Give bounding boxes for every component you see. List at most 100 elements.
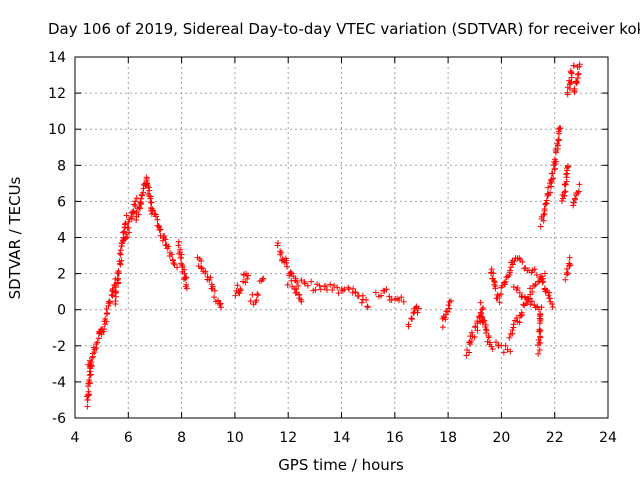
data-point: [542, 288, 549, 295]
data-point: [123, 212, 130, 219]
data-point: [571, 195, 578, 202]
data-point: [489, 345, 496, 352]
data-point: [217, 304, 224, 311]
data-point: [529, 288, 536, 295]
data-point: [322, 283, 329, 290]
data-point: [446, 305, 453, 312]
data-point: [485, 332, 492, 339]
data-point: [317, 286, 324, 293]
data-point: [181, 266, 188, 273]
data-point: [509, 330, 516, 337]
data-point: [128, 215, 135, 222]
data-point: [287, 269, 294, 276]
data-point: [126, 229, 133, 236]
data-point: [527, 285, 534, 292]
data-point: [540, 217, 547, 224]
data-point: [147, 195, 154, 202]
data-point: [116, 250, 123, 257]
data-point: [496, 299, 503, 306]
data-point: [109, 292, 116, 299]
data-point: [254, 290, 261, 297]
data-point: [132, 198, 139, 205]
data-point: [168, 251, 175, 258]
data-point: [502, 342, 509, 349]
data-point: [170, 260, 177, 267]
data-point: [502, 278, 509, 285]
data-point: [517, 312, 524, 319]
data-point: [408, 315, 415, 322]
data-point: [412, 304, 419, 311]
data-point: [314, 281, 320, 288]
data-point: [576, 181, 583, 188]
data-point: [474, 318, 481, 325]
data-point: [103, 318, 110, 325]
data-point: [575, 188, 582, 195]
data-point: [234, 282, 241, 289]
data-point: [244, 275, 251, 282]
y-tick-label: 8: [57, 158, 66, 174]
data-point: [202, 268, 209, 275]
data-point: [293, 278, 300, 285]
data-point: [536, 326, 543, 333]
data-point: [570, 62, 577, 69]
y-tick-label: 6: [57, 194, 66, 210]
data-point: [115, 275, 122, 282]
data-point: [135, 211, 142, 218]
data-point: [153, 213, 160, 220]
data-point: [106, 298, 113, 305]
data-point: [364, 303, 371, 310]
x-tick-label: 6: [124, 430, 133, 446]
data-point: [567, 261, 574, 268]
data-point: [378, 292, 385, 299]
data-point: [509, 261, 516, 268]
data-point: [531, 266, 538, 273]
data-point: [372, 289, 379, 296]
data-point: [527, 301, 534, 308]
data-point: [482, 323, 489, 330]
data-point: [215, 297, 222, 304]
data-point: [408, 315, 415, 322]
x-tick-label: 14: [333, 430, 351, 446]
data-point: [543, 197, 550, 204]
data-point: [334, 284, 341, 291]
data-point: [540, 278, 547, 285]
data-point: [143, 175, 150, 182]
data-point: [520, 301, 527, 308]
data-point: [146, 187, 153, 194]
data-point: [207, 274, 214, 281]
data-point: [254, 292, 261, 299]
data-point: [283, 263, 290, 270]
data-point: [232, 292, 239, 299]
data-point: [316, 282, 323, 289]
data-point: [308, 278, 315, 285]
data-point: [149, 206, 156, 213]
data-point: [439, 324, 446, 331]
data-point: [468, 329, 475, 336]
data-point: [109, 285, 116, 292]
data-point: [178, 254, 185, 261]
data-point: [175, 242, 182, 249]
data-point: [562, 188, 569, 195]
data-point: [573, 79, 580, 86]
data-point: [143, 180, 150, 187]
data-point: [122, 230, 129, 237]
data-points: [83, 61, 583, 410]
data-point: [576, 61, 583, 68]
data-point: [531, 282, 538, 289]
data-point: [513, 314, 520, 321]
data-point: [563, 171, 570, 178]
data-point: [549, 304, 556, 311]
data-point: [85, 388, 92, 395]
x-tick-label: 22: [546, 430, 564, 446]
x-tick-label: 12: [279, 430, 297, 446]
data-point: [101, 321, 108, 328]
data-point: [84, 403, 91, 410]
data-point: [352, 289, 359, 296]
data-point: [260, 275, 267, 282]
data-point: [183, 274, 190, 281]
grid: [75, 57, 608, 418]
data-point: [148, 199, 155, 206]
data-point: [492, 339, 499, 346]
chart-title: Day 106 of 2019, Sidereal Day-to-day VTE…: [48, 20, 640, 38]
